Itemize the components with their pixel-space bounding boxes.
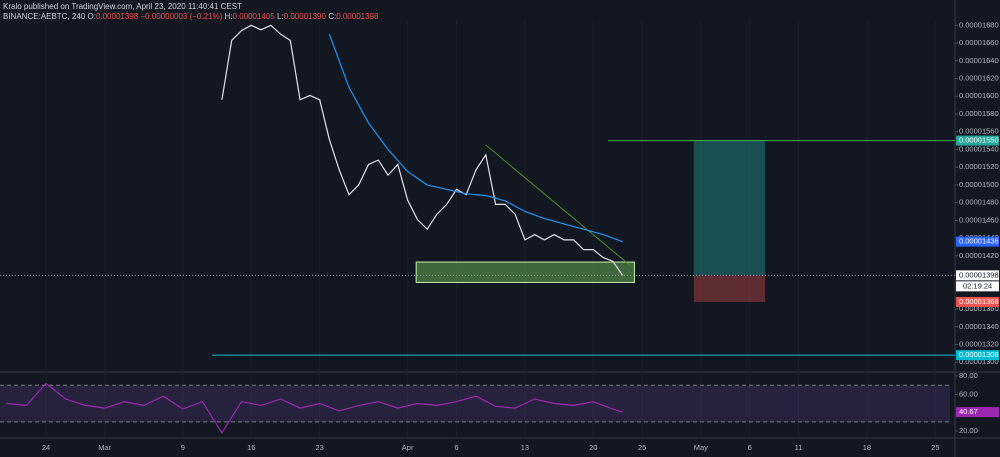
price-tag xyxy=(956,236,999,247)
price-tag xyxy=(956,350,999,361)
y-tick-label: 80.00 xyxy=(959,371,978,380)
y-tick-label: 0.00001520 xyxy=(959,162,999,171)
y-tick-label: 0.00001640 xyxy=(959,56,999,65)
y-tick-label: 0.00001560 xyxy=(959,127,999,136)
price-tag-label: 0.00001398 xyxy=(959,270,999,279)
x-tick-label: May xyxy=(694,443,708,452)
y-tick-label: 0.00001360 xyxy=(959,304,999,313)
price-tag xyxy=(956,135,999,146)
box xyxy=(693,275,766,302)
y-tick-label: 0.00001600 xyxy=(959,91,999,100)
price-tag xyxy=(956,296,999,307)
box xyxy=(693,140,766,276)
y-tick-label: 60.00 xyxy=(959,389,978,398)
price-tag-label: 40.67 xyxy=(959,407,978,416)
y-tick-label: 0.00001340 xyxy=(959,322,999,331)
ohlc-value: 0.00001405 xyxy=(232,12,275,21)
y-tick-label: 0.00001460 xyxy=(959,215,999,224)
y-tick-label: 0.00001500 xyxy=(959,180,999,189)
price-tag xyxy=(956,270,999,281)
price-tag-label: 0.00001436 xyxy=(959,237,999,246)
y-tick-label: 0.00001620 xyxy=(959,74,999,83)
y-tick-label: 0.00001300 xyxy=(959,357,999,366)
series-line xyxy=(328,33,623,243)
ohlc-value: 0.00001390 xyxy=(283,12,326,21)
ohlc-value: 0.00001398 xyxy=(95,12,139,21)
x-tick-label: 6 xyxy=(748,443,752,452)
y-tick-label: 0.00001320 xyxy=(959,339,999,348)
ohlc-key: H: xyxy=(224,12,233,21)
header: Kralo published on TradingView.com, Apri… xyxy=(3,2,378,22)
x-tick-label: 9 xyxy=(181,443,185,452)
y-tick-label: 20.00 xyxy=(959,426,978,435)
series-line xyxy=(6,382,623,435)
x-tick-label: 24 xyxy=(42,443,50,452)
y-tick-label: 0.00001420 xyxy=(959,251,999,260)
symbol-line: BINANCE:AEBTC, 240 O:0.00001398 −0.00000… xyxy=(3,12,378,22)
trend-line xyxy=(485,144,631,266)
x-tick-label: 20 xyxy=(589,443,597,452)
x-tick-label: 11 xyxy=(795,443,803,452)
x-tick-label: Mar xyxy=(98,443,111,452)
x-tick-label: 23 xyxy=(315,443,323,452)
x-tick-label: 18 xyxy=(863,443,871,452)
band-fill xyxy=(0,385,950,422)
series-line xyxy=(221,24,624,276)
x-tick-label: 6 xyxy=(454,443,458,452)
change: −0.00000003 (−0.21%) xyxy=(140,12,223,21)
box xyxy=(415,261,635,283)
countdown: 02:19:24 xyxy=(963,281,992,290)
price-tag xyxy=(956,407,999,418)
price-tag-label: 0.00001308 xyxy=(959,350,999,359)
publisher: Kralo published on TradingView.com, Apri… xyxy=(3,2,242,11)
y-tick-label: 0.00001580 xyxy=(959,109,999,118)
symbol: BINANCE:AEBTC, 240 xyxy=(3,12,86,21)
ohlc-value: 0.00001398 xyxy=(336,12,379,21)
ohlc-key: C: xyxy=(328,12,337,21)
x-tick-label: 25 xyxy=(638,443,646,452)
ohlc-key: L: xyxy=(277,12,284,21)
x-tick-label: Apr xyxy=(402,443,414,452)
price-tag-label: 0.00001550 xyxy=(959,136,999,145)
y-tick-label: 0.00001660 xyxy=(959,38,999,47)
y-tick-label: 0.00001680 xyxy=(959,20,999,29)
y-tick-label: 0.00001480 xyxy=(959,198,999,207)
price-tag-label: 0.00001368 xyxy=(959,297,999,306)
x-tick-label: 16 xyxy=(247,443,255,452)
countdown-box xyxy=(956,281,999,292)
y-tick-label: 0.00001540 xyxy=(959,144,999,153)
x-tick-label: 25 xyxy=(931,443,939,452)
ohlc-key: O: xyxy=(87,12,96,21)
x-tick-label: 13 xyxy=(521,443,529,452)
